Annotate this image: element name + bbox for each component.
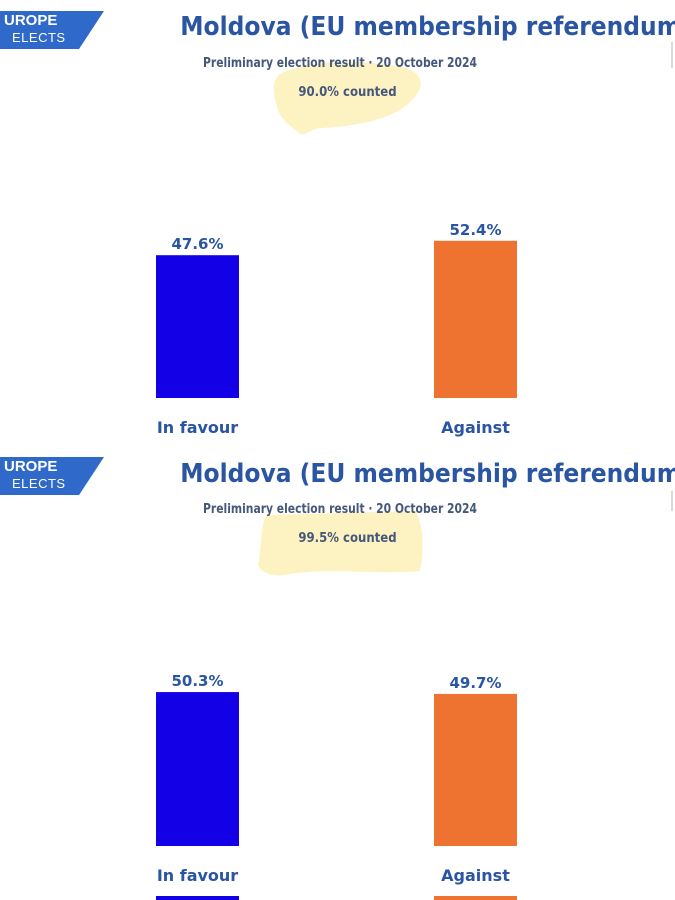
category-label: In favour bbox=[157, 418, 238, 437]
data-label: 50.3% bbox=[171, 672, 223, 690]
data-label: 49.7% bbox=[449, 674, 501, 692]
logo-line-1: UROPE bbox=[4, 12, 58, 29]
edge-mark bbox=[671, 491, 673, 511]
counted-label: 90.0% counted bbox=[298, 85, 397, 100]
data-label: 52.4% bbox=[449, 221, 501, 239]
data-label: 47.6% bbox=[171, 235, 223, 253]
bar-against bbox=[434, 693, 517, 846]
chart-panel-1: UROPE ELECTS Moldova (EU membership refe… bbox=[0, 0, 675, 447]
cropped-bar-top bbox=[156, 896, 239, 900]
bar-chart-1: 47.6% In favour 52.4% Against bbox=[156, 221, 517, 437]
highlight-mark bbox=[258, 511, 423, 576]
highlight-mark bbox=[273, 61, 421, 135]
category-label: Against bbox=[441, 866, 510, 885]
bar-in-favour bbox=[156, 692, 239, 846]
category-label: Against bbox=[441, 418, 510, 437]
counted-label: 99.5% counted bbox=[298, 531, 397, 546]
category-label: In favour bbox=[157, 866, 238, 885]
cropped-bar-top bbox=[434, 896, 517, 900]
chart-panel-2: UROPE ELECTS Moldova (EU membership refe… bbox=[0, 447, 675, 900]
bar-in-favour bbox=[156, 255, 239, 398]
chart-subtitle: Preliminary election result · 20 October… bbox=[203, 56, 477, 71]
logo-line-1: UROPE bbox=[4, 458, 58, 475]
chart-subtitle: Preliminary election result · 20 October… bbox=[203, 502, 477, 517]
bar-against bbox=[434, 240, 517, 398]
edge-mark bbox=[671, 42, 673, 68]
europe-elects-logo: UROPE ELECTS bbox=[0, 11, 104, 49]
bar-chart-2: 50.3% In favour 49.7% Against bbox=[156, 672, 517, 900]
logo-line-2: ELECTS bbox=[12, 476, 66, 491]
logo-line-2: ELECTS bbox=[12, 30, 66, 45]
